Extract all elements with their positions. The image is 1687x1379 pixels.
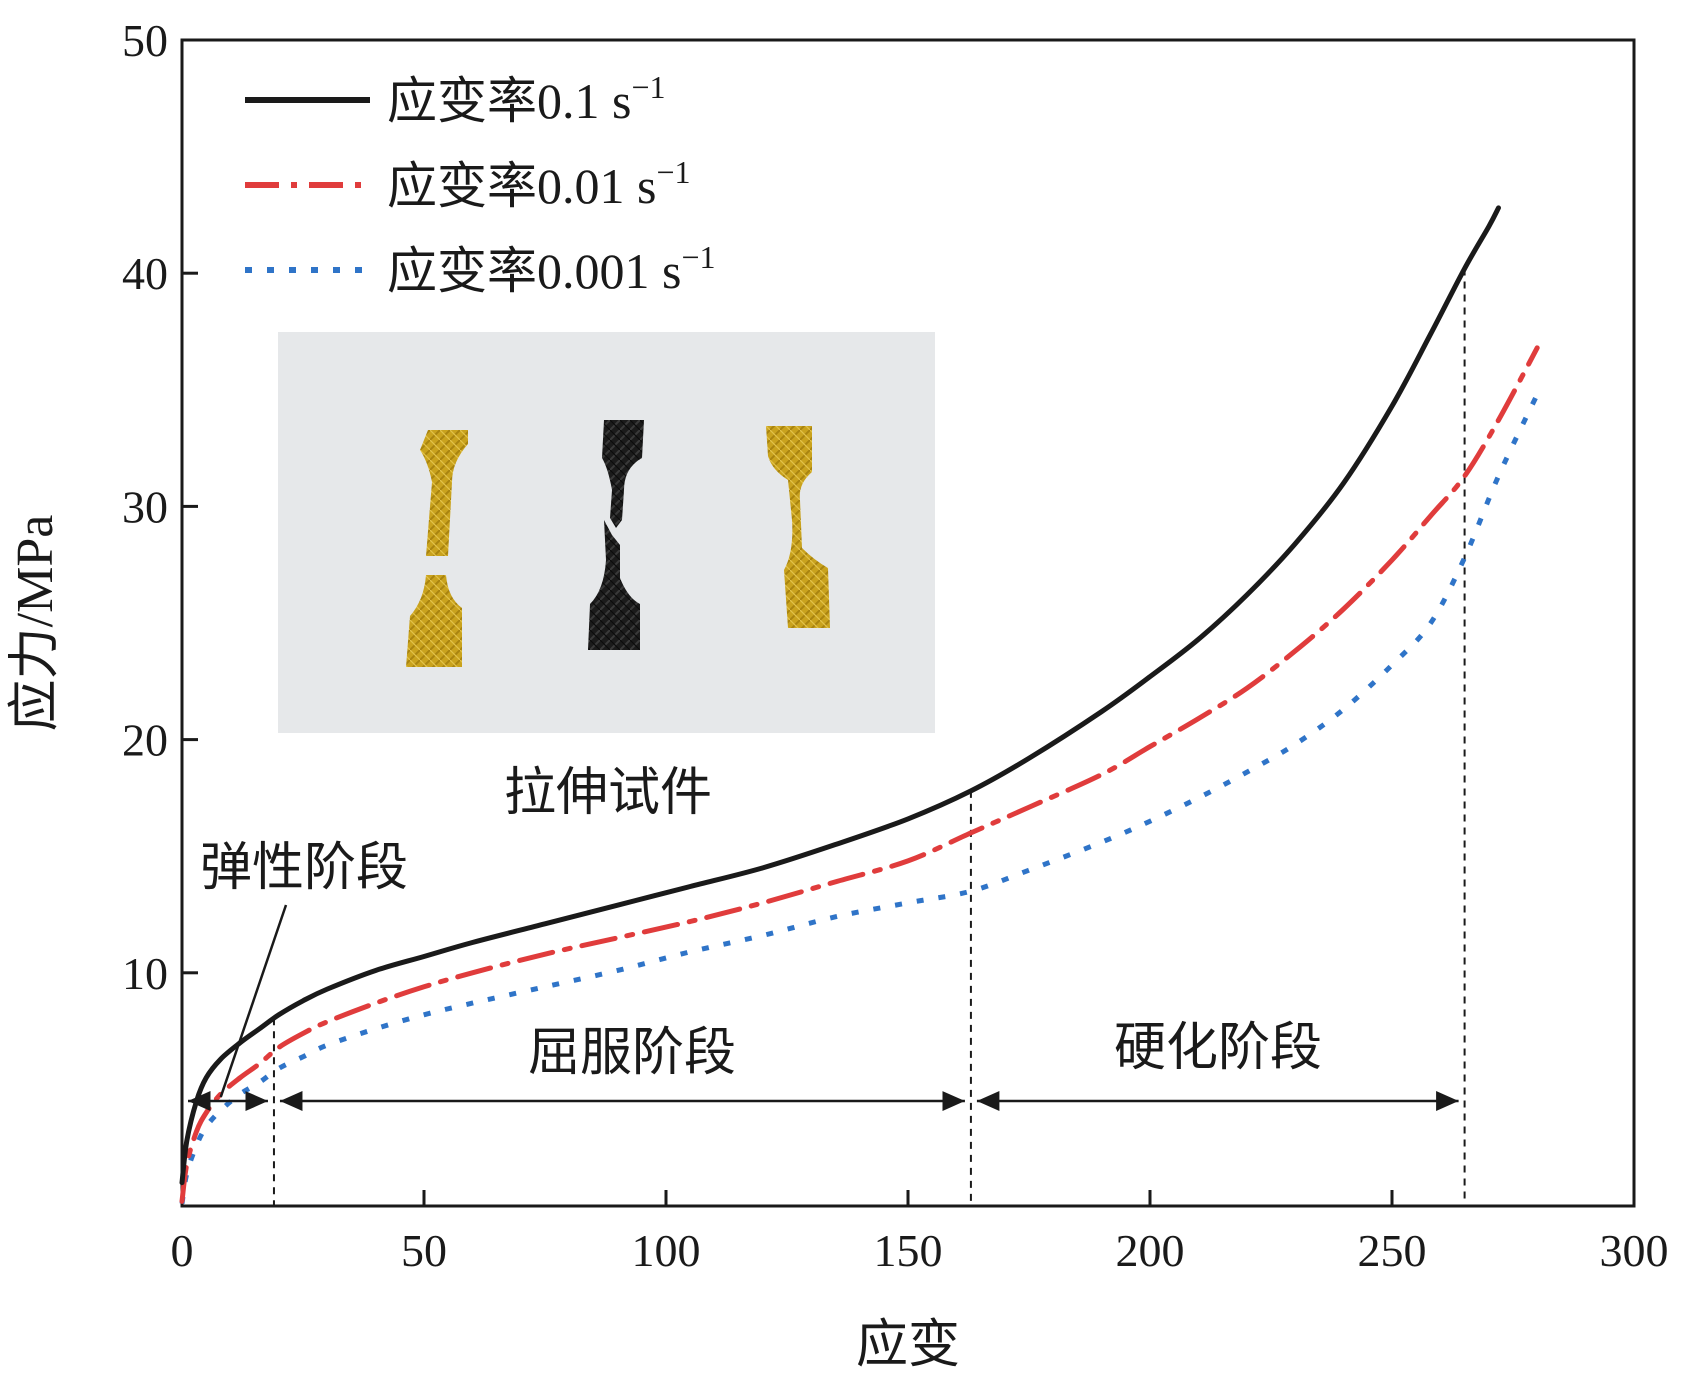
legend-label-0: 应变率0.1 s−1	[387, 69, 666, 129]
x-axis: 0 50 100 150 200 250 300	[171, 1190, 1669, 1276]
y-axis: 10 20 30 40 50	[122, 15, 198, 999]
x-tick-label: 50	[401, 1225, 447, 1276]
legend-text-2: 应变率0.001 s	[387, 243, 681, 299]
reference-lines	[272, 268, 1466, 1206]
photo-caption: 拉伸试件	[504, 765, 712, 822]
x-tick-label: 150	[874, 1225, 943, 1276]
x-tick-label: 100	[632, 1225, 701, 1276]
x-tick-label: 200	[1116, 1225, 1185, 1276]
series-lines	[179, 205, 1540, 1205]
series-line-2	[179, 393, 1540, 1205]
specimen-right	[766, 426, 830, 628]
specimen-photo	[278, 332, 935, 733]
legend-item-0: 应变率0.1 s−1	[245, 69, 666, 129]
legend: 应变率0.1 s−1 应变率0.01 s−1 应变率0.001 s−1	[245, 69, 716, 299]
series-line-0	[179, 205, 1501, 1186]
elastic-stage-label: 弹性阶段	[200, 840, 408, 897]
legend-item-1: 应变率0.01 s−1	[245, 154, 691, 214]
x-tick-label: 250	[1358, 1225, 1427, 1276]
y-tick-label: 30	[122, 481, 168, 532]
x-axis-title: 应变	[856, 1317, 960, 1374]
specimen-middle	[588, 420, 644, 650]
hardening-stage-label: 硬化阶段	[1114, 1020, 1322, 1077]
y-axis-title: 应力/MPa	[7, 515, 64, 732]
x-tick-label: 0	[171, 1225, 194, 1276]
legend-text-1: 应变率0.01 s	[387, 158, 656, 214]
legend-sup-0: −1	[631, 69, 665, 105]
legend-sup-2: −1	[681, 239, 715, 275]
y-tick-label: 10	[122, 948, 168, 999]
legend-label-1: 应变率0.01 s−1	[387, 154, 691, 214]
y-tick-label: 40	[122, 248, 168, 299]
yield-stage-label: 屈服阶段	[528, 1025, 736, 1082]
legend-label-2: 应变率0.001 s−1	[387, 239, 716, 299]
elastic-stage-pointer	[219, 904, 288, 1098]
series-line-1	[179, 345, 1540, 1204]
legend-sup-1: −1	[656, 154, 690, 190]
x-tick-label: 300	[1600, 1225, 1669, 1276]
y-tick-label: 20	[122, 715, 168, 766]
specimen-left	[406, 430, 468, 667]
y-tick-label: 50	[122, 15, 168, 66]
legend-text-0: 应变率0.1 s	[387, 73, 631, 129]
legend-item-2: 应变率0.001 s−1	[245, 239, 716, 299]
